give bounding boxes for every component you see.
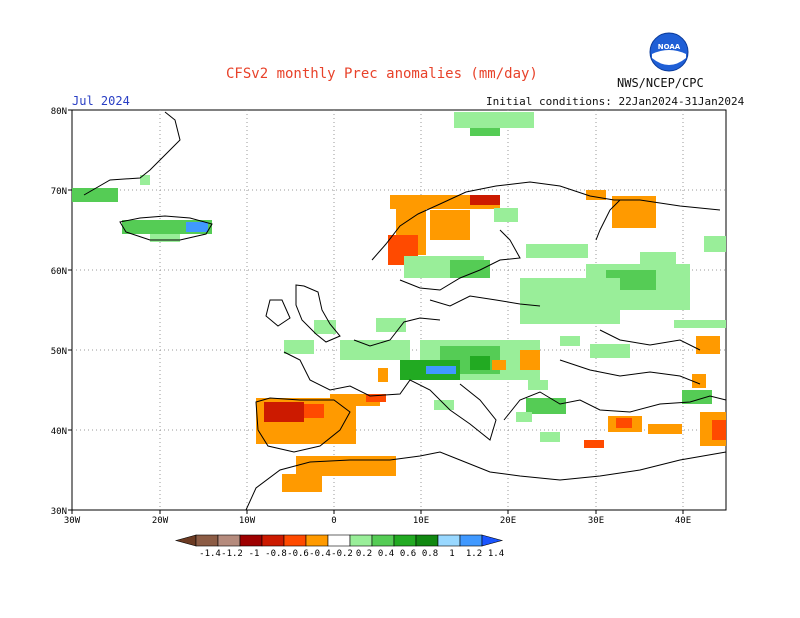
colorbar: -1.4 -1.2 -1 -0.8 -0.6 -0.4 -0.2 0.2 0.4 0.6 0.8 1 1… — [174, 534, 504, 559]
lon-label: 0 — [331, 516, 336, 526]
lon-label: 40E — [675, 516, 691, 526]
colorbar-swatch — [459, 534, 483, 547]
colorbar-tick-label: 1 — [449, 549, 454, 559]
colorbar-tick-label: 0.4 — [378, 549, 394, 559]
lon-label: 30W — [64, 516, 81, 526]
lon-ticks — [71, 510, 684, 514]
colorbar-tick-label: 1.4 — [488, 549, 504, 559]
colorbar-tick-label: 0.2 — [356, 549, 372, 559]
lon-label: 10W — [239, 516, 256, 526]
initial-conditions: Initial conditions: 22Jan2024-31Jan2024 — [486, 95, 745, 108]
agency-label: NWS/NCEP/CPC — [617, 76, 704, 90]
colorbar-tick-label: -0.4 — [309, 549, 331, 559]
lat-ticks — [68, 109, 72, 511]
colorbar-tick-label: -1.4 — [199, 549, 221, 559]
lat-label: 80N — [51, 107, 67, 117]
lat-label: 50N — [51, 347, 67, 357]
colorbar-swatch — [327, 534, 351, 547]
lon-label: 10E — [413, 516, 429, 526]
colorbar-swatch — [437, 534, 461, 547]
colorbar-swatch — [261, 534, 285, 547]
logo-text: NOAA — [658, 43, 681, 51]
map-title: CFSv2 monthly Prec anomalies (mm/day) — [226, 66, 538, 82]
lon-label: 20W — [152, 516, 169, 526]
colorbar-swatch — [393, 534, 417, 547]
colorbar-tick-label: -0.2 — [331, 549, 353, 559]
lat-labels: 80N 70N 60N 50N 40N 30N — [51, 107, 67, 517]
colorbar-tick-label: -1.2 — [221, 549, 243, 559]
colorbar-tick-label: -0.8 — [265, 549, 287, 559]
colorbar-swatch — [239, 534, 263, 547]
lon-labels: 30W 20W 10W 0 10E 20E 30E 40E — [64, 516, 691, 526]
lon-label: 20E — [500, 516, 516, 526]
colorbar-swatch — [305, 534, 329, 547]
lat-label: 30N — [51, 507, 67, 517]
colorbar-min-arrow — [174, 534, 197, 547]
lon-label: 30E — [588, 516, 604, 526]
forecast-month: Jul 2024 — [72, 94, 130, 108]
colorbar-swatch — [195, 534, 219, 547]
anomaly-greenland — [72, 188, 118, 202]
colorbar-tick-label: 0.8 — [422, 549, 438, 559]
colorbar-tick-label: 0.6 — [400, 549, 416, 559]
lat-label: 40N — [51, 427, 67, 437]
colorbar-tick-label: -0.6 — [287, 549, 309, 559]
noaa-logo-icon: NOAA — [649, 32, 689, 72]
colorbar-swatch — [349, 534, 373, 547]
colorbar-swatch — [217, 534, 241, 547]
anomaly-patches — [72, 112, 726, 492]
colorbar-swatch — [415, 534, 439, 547]
colorbar-tick-label: -1 — [249, 549, 260, 559]
coastlines — [83, 111, 727, 511]
colorbar-swatch — [371, 534, 395, 547]
lat-label: 70N — [51, 187, 67, 197]
colorbar-max-arrow — [481, 534, 504, 547]
colorbar-tick-label: 1.2 — [466, 549, 482, 559]
lat-label: 60N — [51, 267, 67, 277]
colorbar-swatch — [283, 534, 307, 547]
